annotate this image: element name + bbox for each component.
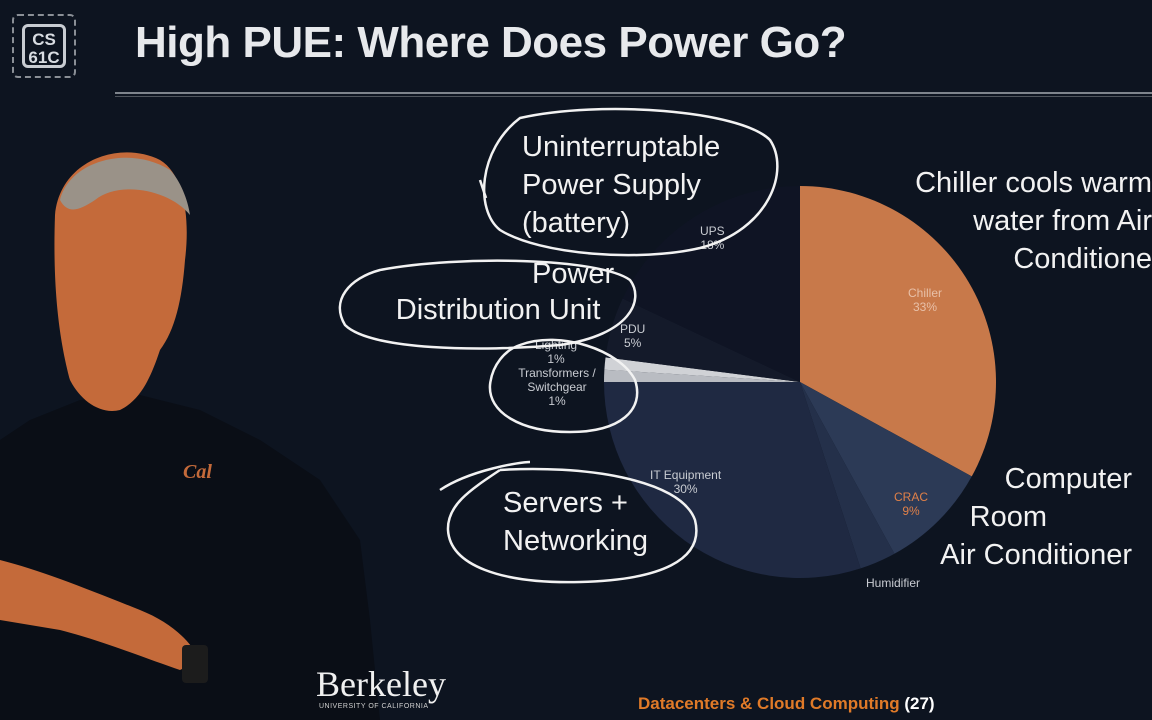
pie-slice-crac: [800, 382, 972, 554]
pie-label-transformers: Transformers / Switchgear 1%: [518, 366, 596, 408]
pie-label-chiller: Chiller 33%: [908, 286, 943, 314]
pie-label-it-equipment: IT Equipment 30%: [650, 468, 722, 496]
pdu-annotation: Power Distribution Unit: [395, 258, 615, 326]
pie-slice-transformers-switchgear: [604, 369, 800, 382]
pie-slice-lighting: [604, 357, 800, 382]
title-divider: [115, 92, 1152, 94]
berkeley-logo-subtitle: UNIVERSITY OF CALIFORNIA: [319, 703, 429, 710]
pie-label-humidifier: Humidifier: [866, 576, 921, 590]
ups-annotation: Uninterruptable Power Supply (battery): [522, 131, 721, 239]
footer-course: Datacenters & Cloud Computing (27): [638, 694, 935, 714]
pie-slice-humidifier: [800, 382, 895, 569]
slide-title: High PUE: Where Does Power Go?: [135, 18, 847, 67]
pie-slice-pdu: [605, 298, 800, 382]
pie-label-crac: CRAC 9%: [894, 490, 929, 518]
cs61c-logo: CS 61C: [12, 14, 76, 78]
presenter-image: Cal: [0, 152, 380, 720]
pie-slice-ups: [622, 186, 800, 382]
pie-label-pdu: PDU 5%: [620, 322, 646, 350]
cal-logo: Cal: [183, 461, 212, 483]
servers-annotation: Servers + Networking: [503, 487, 649, 557]
logo-chip: CS 61C: [22, 24, 66, 68]
footer-course-name: Datacenters & Cloud Computing: [638, 694, 900, 713]
crac-annotation: Computer Room Air Conditioner: [940, 463, 1132, 571]
pie-slice-chiller: [800, 186, 996, 477]
logo-line2: 61C: [28, 48, 60, 67]
logo-line1: CS: [32, 30, 56, 49]
pie-slice-it-equipment: [604, 382, 861, 578]
chiller-annotation: Chiller cools warm water from Air Condit…: [915, 167, 1152, 275]
title-divider-shadow: [115, 96, 1152, 97]
berkeley-logo: Berkeley: [316, 664, 446, 704]
footer-page-number: (27): [904, 694, 935, 713]
